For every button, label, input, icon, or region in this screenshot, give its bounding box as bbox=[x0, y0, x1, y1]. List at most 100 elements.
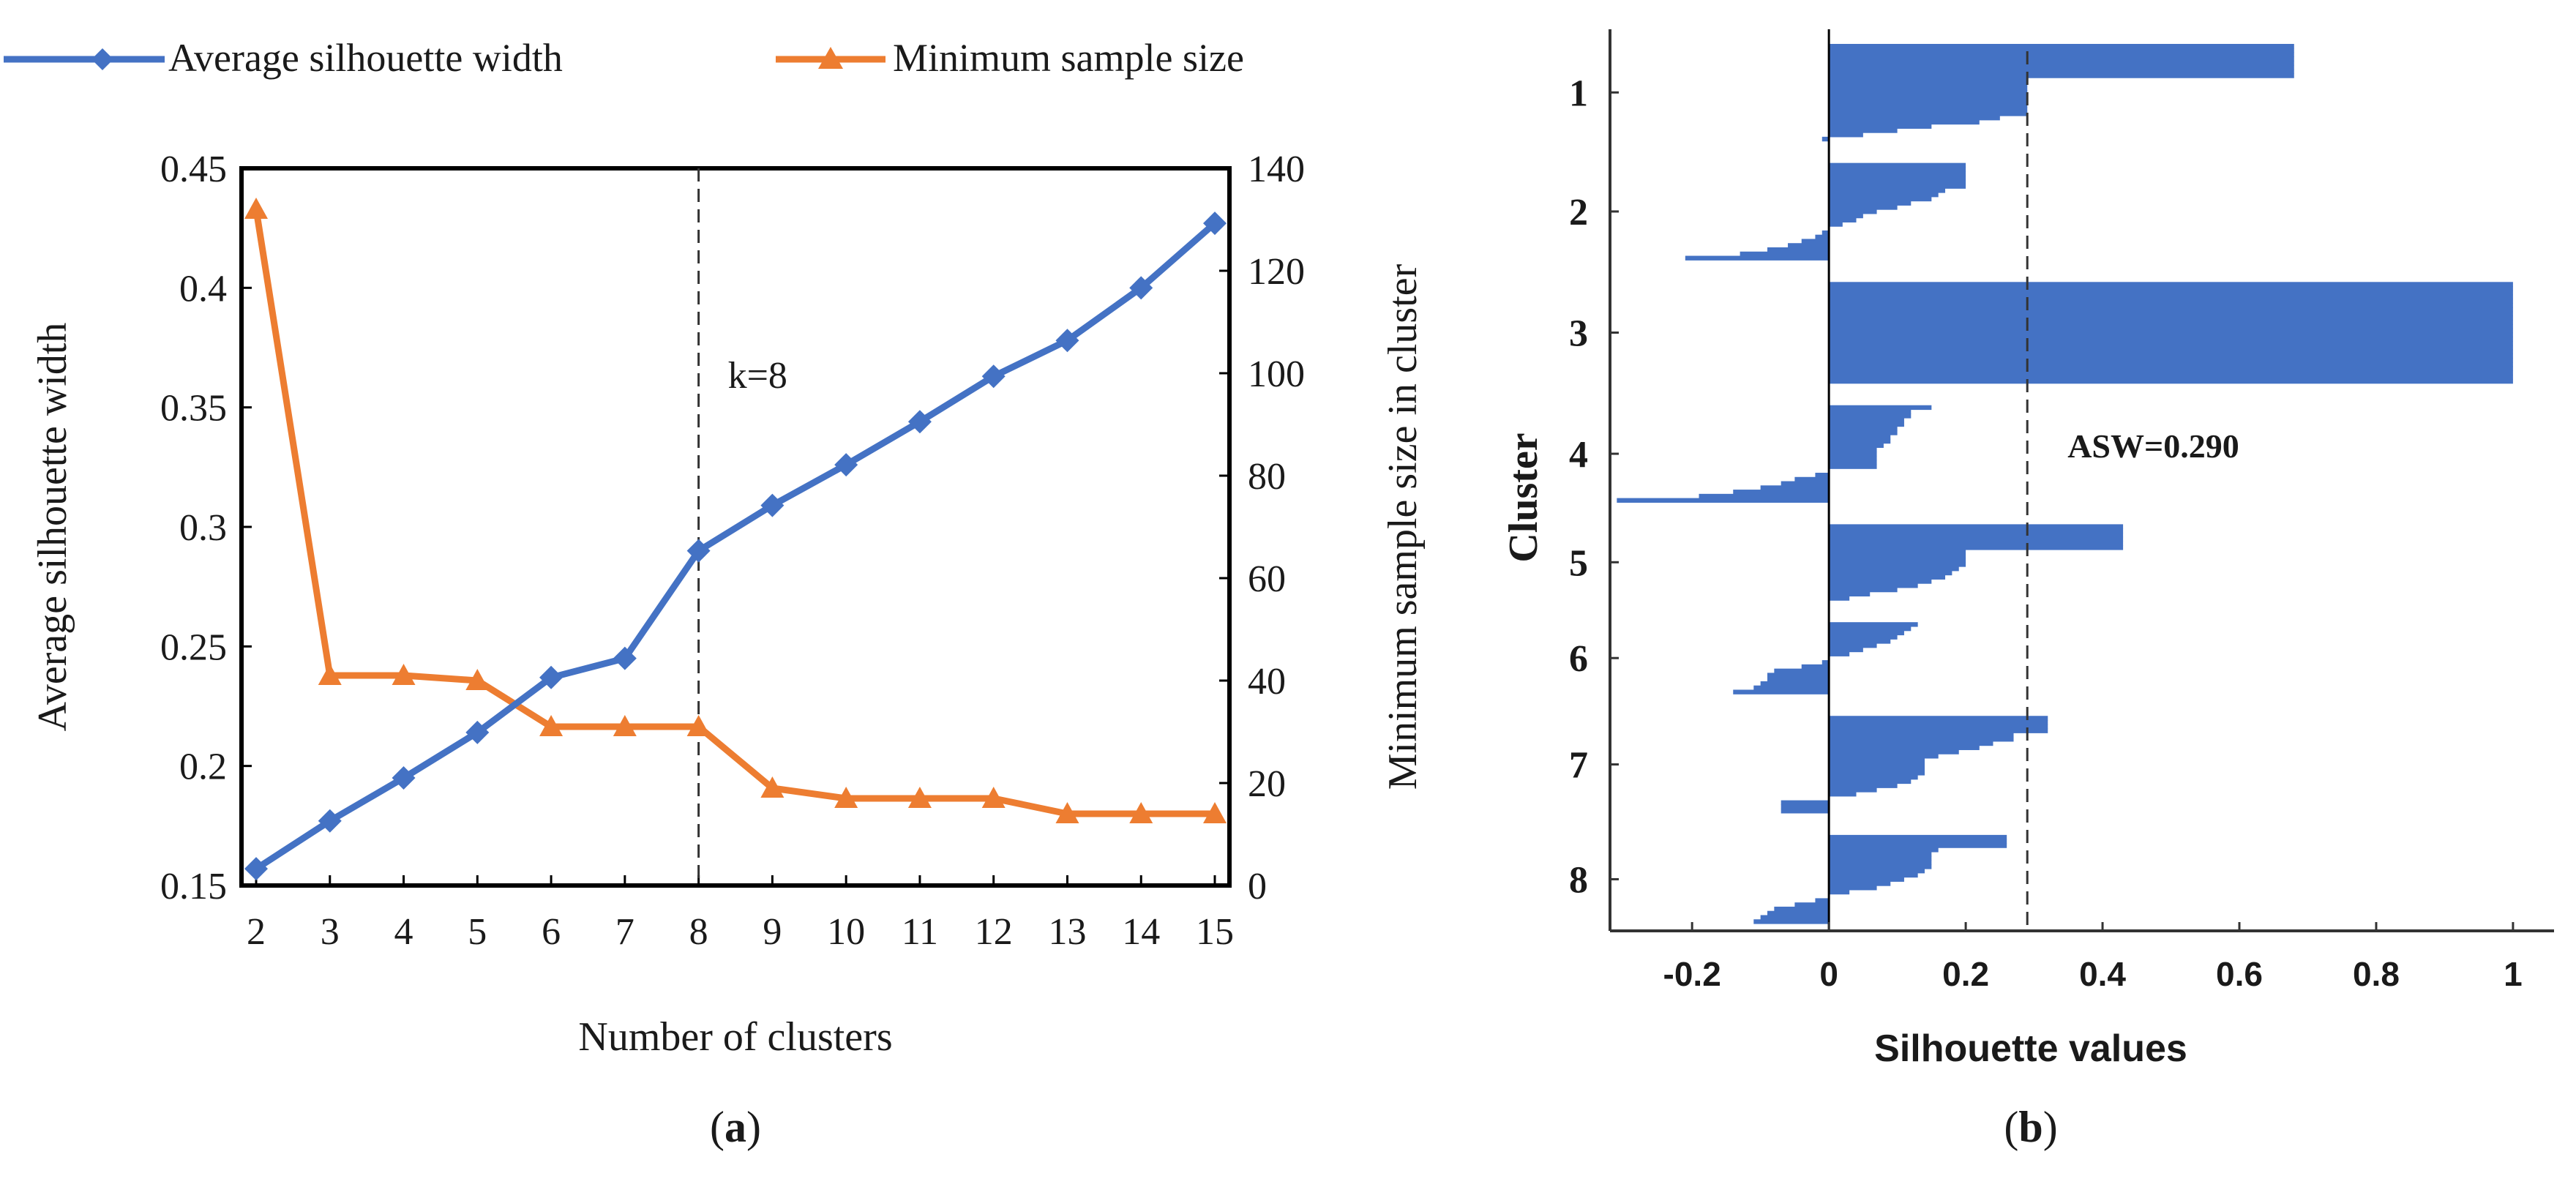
x-tick-label: 12 bbox=[975, 911, 1013, 953]
x-tick-label: -0.2 bbox=[1663, 955, 1721, 993]
silhouette-bar bbox=[1829, 188, 1946, 193]
chart-a-right-axis: 0 20 40 60 80 100 120 140 bbox=[1219, 149, 1305, 907]
silhouette-bar bbox=[1829, 73, 2294, 78]
silhouette-bar bbox=[1829, 353, 2513, 359]
cluster-3-bars bbox=[1829, 282, 2513, 384]
silhouette-bar bbox=[1801, 664, 1830, 670]
silhouette-bar bbox=[1753, 685, 1830, 691]
silhouette-bar bbox=[1829, 405, 1932, 411]
silhouette-bar bbox=[1829, 362, 2513, 367]
series-asw-point bbox=[981, 364, 1006, 389]
silhouette-bar bbox=[1829, 175, 1966, 181]
silhouette-bar bbox=[1829, 843, 2007, 848]
silhouette-bar bbox=[1829, 724, 2048, 730]
silhouette-bar bbox=[1829, 81, 2028, 87]
chart-b-x-axis: -0.2 0 0.2 0.4 0.6 0.8 1 bbox=[1663, 922, 2523, 993]
silhouette-bar bbox=[1829, 370, 2513, 375]
chart-a: 0.15 0.2 0.25 0.3 0.35 0.4 0.45 0 20 40 60 80 100 12… bbox=[30, 149, 1426, 1151]
series-min-sample-point bbox=[1055, 802, 1079, 823]
y-tick-label: 0.2 bbox=[179, 746, 227, 788]
x-tick-label: 0 bbox=[1819, 955, 1838, 993]
silhouette-bar bbox=[1829, 56, 2294, 61]
silhouette-bar bbox=[1829, 413, 1912, 419]
silhouette-bar bbox=[1829, 851, 1932, 857]
silhouette-bar bbox=[1829, 452, 1877, 457]
silhouette-bar bbox=[1829, 116, 2000, 121]
silhouette-bar bbox=[1829, 634, 1898, 640]
series-asw-point bbox=[760, 493, 785, 517]
silhouette-bar bbox=[1829, 128, 1898, 133]
silhouette-bar bbox=[1829, 44, 2294, 49]
silhouette-bar bbox=[1794, 476, 1830, 482]
panel-b-open: ( bbox=[2004, 1103, 2018, 1151]
cluster-tick-label: 1 bbox=[1569, 72, 1588, 114]
silhouette-bar bbox=[1829, 558, 1966, 563]
silhouette-bar bbox=[1829, 889, 1850, 895]
series-min-sample-point bbox=[907, 787, 932, 808]
silhouette-bar bbox=[1781, 804, 1830, 809]
silhouette-bar bbox=[1815, 473, 1830, 478]
series-asw-line bbox=[254, 220, 1217, 872]
silhouette-bar bbox=[1829, 757, 1925, 763]
series-asw-point bbox=[1129, 276, 1153, 300]
series-min-sample-point bbox=[981, 787, 1006, 808]
series-min-sample-point bbox=[244, 198, 268, 219]
chart-a-left-axis: 0.15 0.2 0.25 0.3 0.35 0.4 0.45 bbox=[160, 149, 252, 907]
y2-tick-label: 100 bbox=[1248, 353, 1305, 395]
silhouette-bar bbox=[1829, 536, 2124, 542]
silhouette-bar bbox=[1829, 86, 2028, 91]
x-tick-label: 3 bbox=[321, 911, 340, 953]
silhouette-bar bbox=[1829, 574, 1946, 580]
x-tick-label: 0.2 bbox=[1942, 955, 1989, 993]
silhouette-bar bbox=[1829, 124, 1932, 129]
chart-a-k-label: k=8 bbox=[728, 355, 787, 397]
silhouette-bar bbox=[1788, 243, 1830, 248]
silhouette-bar bbox=[1829, 737, 2014, 742]
legend: Average silhouette width Minimum sample … bbox=[4, 36, 1244, 80]
x-tick-label: 5 bbox=[468, 911, 487, 953]
silhouette-bar bbox=[1829, 378, 2513, 384]
silhouette-bar bbox=[1829, 201, 1912, 206]
x-tick-label: 0.6 bbox=[2216, 955, 2263, 993]
cluster-tick-label: 8 bbox=[1569, 859, 1588, 901]
silhouette-bar bbox=[1829, 205, 1898, 210]
cluster-5-bars bbox=[1829, 524, 2124, 601]
y2-tick-label: 80 bbox=[1248, 456, 1286, 498]
series-min-sample-point bbox=[1203, 802, 1227, 823]
y-tick-label: 0.3 bbox=[179, 507, 227, 549]
silhouette-bar bbox=[1829, 349, 2513, 354]
silhouette-bar bbox=[1829, 639, 1891, 644]
silhouette-bar bbox=[1829, 464, 1877, 469]
chart-b-y-axis: 1 2 3 4 5 6 7 8 bbox=[1569, 72, 1619, 901]
cluster-tick-label: 5 bbox=[1569, 542, 1588, 584]
silhouette-bar bbox=[1829, 562, 1966, 567]
silhouette-bar bbox=[1829, 418, 1904, 423]
silhouette-bar bbox=[1829, 541, 2124, 546]
series-min-sample-point bbox=[834, 787, 858, 808]
cluster-1-bars bbox=[1821, 44, 2294, 142]
silhouette-bar bbox=[1829, 290, 2513, 296]
series-asw-point bbox=[1055, 329, 1079, 353]
y-tick-label: 0.25 bbox=[160, 626, 227, 668]
x-tick-label: 13 bbox=[1048, 911, 1086, 953]
chart-a-x-title: Number of clusters bbox=[578, 1014, 892, 1060]
silhouette-bar bbox=[1760, 485, 1830, 490]
silhouette-bar bbox=[1829, 455, 1877, 461]
silhouette-bar bbox=[1829, 323, 2513, 329]
series-asw-point bbox=[834, 453, 858, 477]
silhouette-bar bbox=[1829, 132, 1863, 138]
silhouette-bar bbox=[1829, 430, 1898, 435]
series-min-sample-line bbox=[252, 209, 1215, 817]
silhouette-bar bbox=[1829, 282, 2513, 287]
silhouette-bar bbox=[1829, 90, 2028, 95]
silhouette-bar bbox=[1829, 754, 1939, 759]
legend-series2-label: Minimum sample size bbox=[893, 36, 1244, 80]
silhouette-bar bbox=[1794, 902, 1830, 907]
silhouette-bar bbox=[1781, 800, 1830, 805]
silhouette-bar bbox=[1829, 834, 2007, 840]
silhouette-bar bbox=[1753, 919, 1830, 924]
silhouette-bar bbox=[1781, 809, 1830, 814]
y-tick-label: 0.15 bbox=[160, 866, 227, 907]
silhouette-bar bbox=[1774, 906, 1830, 912]
cluster-tick-label: 6 bbox=[1569, 638, 1588, 680]
